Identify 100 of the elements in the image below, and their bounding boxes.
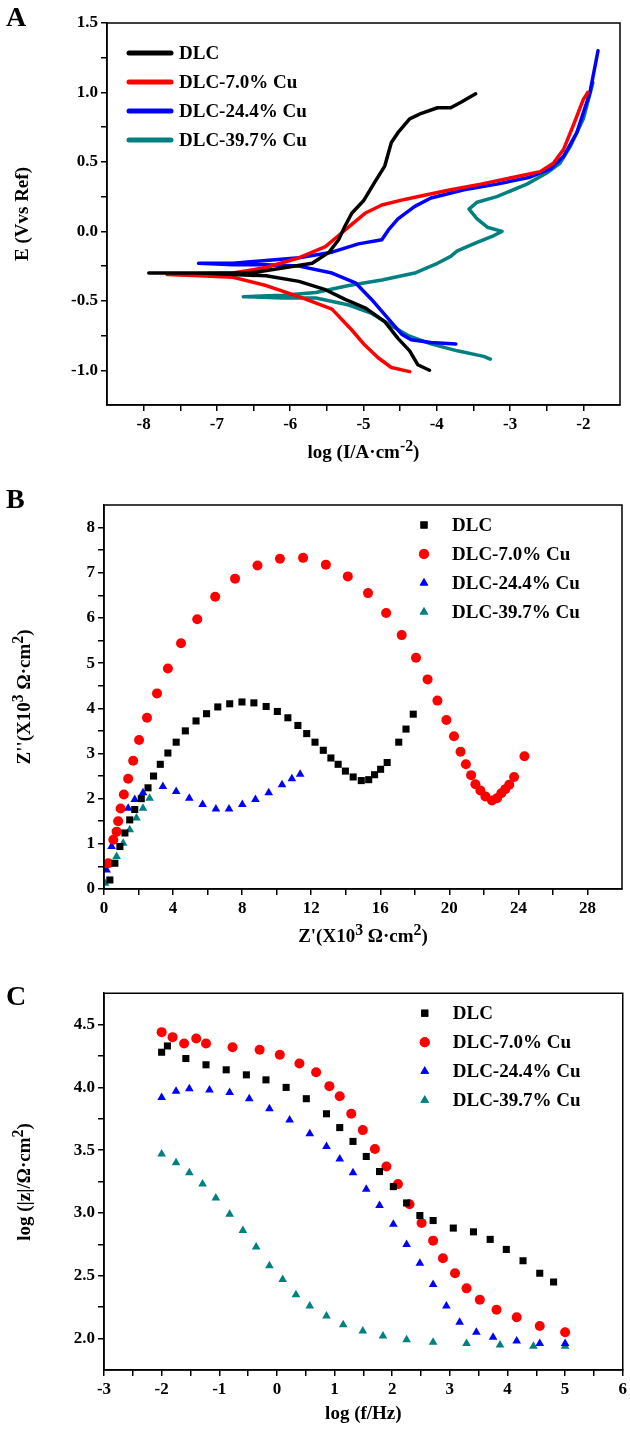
- point: [156, 760, 164, 768]
- point: [150, 772, 158, 780]
- point: [396, 630, 407, 641]
- point: [162, 663, 173, 674]
- point: [416, 1218, 427, 1229]
- point: [519, 1257, 527, 1265]
- point: [274, 1049, 285, 1060]
- x-axis-title: Z'(X10$^{3}$ Ω·cm$^{2}$): [298, 921, 428, 948]
- point: [550, 1278, 558, 1286]
- point: [131, 805, 139, 814]
- legend-label: DLC: [452, 1002, 493, 1024]
- point: [202, 1061, 210, 1069]
- point: [192, 717, 200, 725]
- point: [242, 1071, 250, 1079]
- legend-label: DLC-24.4% Cu: [179, 99, 308, 121]
- point: [116, 843, 124, 851]
- point: [182, 1054, 190, 1063]
- y-tick-label: 0.0: [76, 220, 98, 240]
- point: [502, 1245, 510, 1253]
- point: [134, 734, 145, 745]
- point: [511, 1312, 522, 1323]
- y-tick-label: 3: [86, 742, 95, 762]
- point: [287, 773, 297, 782]
- point: [184, 1167, 194, 1176]
- legend-label: DLC-39.7% Cu: [179, 128, 308, 150]
- point: [284, 714, 292, 722]
- point: [273, 707, 281, 715]
- point: [383, 758, 391, 767]
- point: [226, 700, 234, 708]
- x-tick-label: 20: [440, 897, 458, 917]
- point: [311, 738, 319, 746]
- point: [128, 755, 139, 766]
- y-tick-label: 4.5: [73, 1013, 95, 1033]
- y-tick-label: 1.0: [76, 81, 98, 101]
- point: [126, 816, 134, 824]
- point: [294, 721, 302, 729]
- point: [342, 571, 353, 582]
- point: [428, 1235, 439, 1246]
- point: [338, 1319, 348, 1328]
- point: [409, 710, 417, 718]
- point: [262, 702, 270, 711]
- point: [158, 1048, 166, 1056]
- point: [519, 751, 530, 762]
- point: [378, 1331, 388, 1339]
- point: [529, 1341, 538, 1349]
- point: [210, 591, 221, 602]
- legend-label: DLC-7.0% Cu: [452, 1031, 572, 1053]
- point: [442, 1300, 451, 1309]
- point: [225, 1087, 234, 1095]
- point: [389, 1219, 398, 1227]
- point: [311, 1067, 322, 1078]
- point: [369, 1143, 380, 1154]
- point: [265, 1103, 274, 1112]
- point: [495, 1339, 505, 1348]
- point: [348, 1167, 358, 1176]
- point: [157, 1148, 166, 1157]
- point: [422, 674, 433, 685]
- x-tick-label: 1: [330, 1378, 339, 1398]
- point: [361, 1184, 371, 1192]
- point: [141, 712, 152, 723]
- x-tick-label: 4: [168, 897, 178, 917]
- point: [470, 779, 481, 790]
- point: [244, 1093, 254, 1102]
- point: [327, 754, 335, 762]
- point: [211, 1192, 221, 1201]
- point: [303, 730, 311, 738]
- point: [285, 1115, 294, 1123]
- point: [375, 1200, 384, 1208]
- point: [111, 859, 119, 867]
- point: [403, 1199, 411, 1207]
- point: [171, 786, 181, 794]
- x-tick-label: 3: [445, 1378, 455, 1398]
- point: [158, 781, 168, 789]
- point: [449, 1224, 457, 1232]
- point: [363, 588, 374, 599]
- y-tick-label: 0.5: [76, 151, 98, 171]
- point: [450, 1268, 461, 1279]
- point: [198, 1179, 207, 1187]
- point: [121, 829, 129, 837]
- point: [416, 1211, 424, 1220]
- point: [171, 1086, 181, 1094]
- point: [469, 1228, 477, 1236]
- point: [461, 1283, 472, 1294]
- point: [402, 725, 410, 733]
- x-tick-label: 12: [302, 897, 320, 917]
- legend-label: DLC-7.0% Cu: [179, 70, 298, 92]
- point: [428, 1279, 438, 1288]
- point: [488, 1332, 498, 1340]
- point: [176, 638, 187, 649]
- point: [294, 1058, 305, 1069]
- point: [371, 771, 379, 779]
- point: [432, 695, 443, 706]
- point: [184, 1083, 194, 1092]
- point: [295, 769, 305, 777]
- point: [441, 715, 452, 726]
- point: [112, 851, 121, 859]
- point: [211, 804, 221, 812]
- point: [251, 794, 260, 803]
- x-tick-label: 5: [560, 1378, 570, 1398]
- point: [192, 614, 203, 625]
